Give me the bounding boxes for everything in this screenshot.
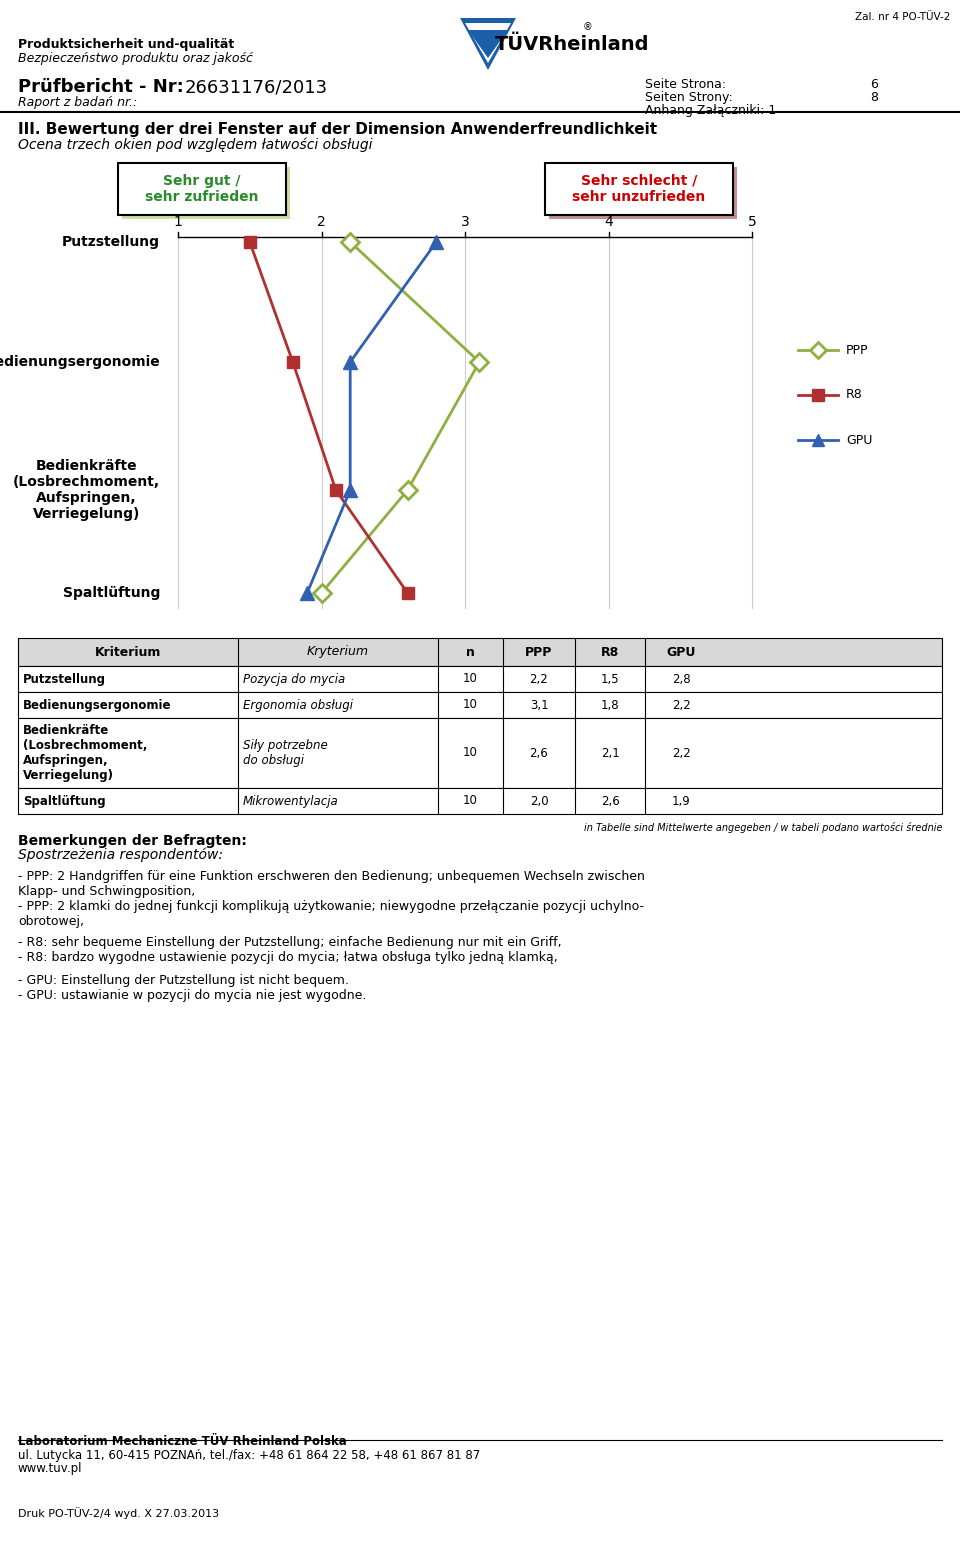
Text: Seiten Strony:: Seiten Strony:	[645, 91, 732, 104]
Text: Spaltlüftung: Spaltlüftung	[62, 586, 160, 599]
Text: 3,1: 3,1	[530, 698, 548, 712]
Text: III. Bewertung der drei Fenster auf der Dimension Anwenderfreundlichkeit: III. Bewertung der drei Fenster auf der …	[18, 122, 658, 138]
Text: TÜVRheinland: TÜVRheinland	[495, 36, 650, 54]
Text: Ergonomia obsługi: Ergonomia obsługi	[243, 698, 353, 712]
Text: 10: 10	[463, 794, 478, 808]
Text: 26631176/2013: 26631176/2013	[185, 77, 328, 96]
Text: 1: 1	[174, 215, 182, 229]
Bar	[18, 718, 942, 788]
Text: 1,9: 1,9	[672, 794, 691, 808]
Text: Kriterium: Kriterium	[95, 646, 161, 658]
Bar	[18, 692, 942, 718]
Text: Produktsicherheit und-qualität: Produktsicherheit und-qualität	[18, 39, 234, 51]
Text: 1,8: 1,8	[601, 698, 619, 712]
Text: 2,2: 2,2	[672, 746, 691, 760]
Text: Bedienkräfte
(Losbrechmoment,
Aufspringen,
Verriegelung): Bedienkräfte (Losbrechmoment, Aufspringe…	[23, 725, 148, 782]
Text: 2,1: 2,1	[601, 746, 619, 760]
Text: PPP: PPP	[846, 343, 869, 357]
Text: 1,5: 1,5	[601, 672, 619, 686]
Text: 2,6: 2,6	[601, 794, 619, 808]
Text: Seite Strona:: Seite Strona:	[645, 77, 726, 91]
Text: 5: 5	[748, 215, 756, 229]
Text: 2,2: 2,2	[672, 698, 691, 712]
Text: Bezpieczeństwo produktu oraz jakość: Bezpieczeństwo produktu oraz jakość	[18, 53, 252, 65]
Text: Zal. nr 4 PO-TÜV-2: Zal. nr 4 PO-TÜV-2	[854, 12, 950, 22]
Text: 2,2: 2,2	[530, 672, 548, 686]
Text: 2: 2	[317, 215, 325, 229]
Text: Druk PO-TÜV-2/4 wyd. X 27.03.2013: Druk PO-TÜV-2/4 wyd. X 27.03.2013	[18, 1506, 219, 1519]
Polygon shape	[468, 29, 508, 59]
Text: Bedienkräfte
(Losbrechmoment,
Aufspringen,
Verriegelung): Bedienkräfte (Losbrechmoment, Aufspringe…	[12, 459, 160, 521]
Text: Siły potrzebne
do obsługi: Siły potrzebne do obsługi	[243, 739, 327, 766]
Bar	[122, 167, 290, 219]
Text: GPU: GPU	[667, 646, 696, 658]
Text: Spostrzeżenia respondentów:: Spostrzeżenia respondentów:	[18, 848, 223, 862]
Text: - PPP: 2 Handgriffen für eine Funktion erschweren den Bedienung; unbequemen Wech: - PPP: 2 Handgriffen für eine Funktion e…	[18, 870, 645, 929]
Text: Bemerkungen der Befragten:: Bemerkungen der Befragten:	[18, 834, 247, 848]
Text: PPP: PPP	[525, 646, 553, 658]
Bar	[18, 666, 942, 692]
Text: n: n	[466, 646, 475, 658]
Text: Sehr schlecht /
sehr unzufrieden: Sehr schlecht / sehr unzufrieden	[572, 175, 706, 204]
Text: 4: 4	[604, 215, 612, 229]
Text: 2,8: 2,8	[672, 672, 691, 686]
Polygon shape	[460, 19, 516, 70]
Text: Anhang Załączniki: 1: Anhang Załączniki: 1	[645, 104, 777, 117]
Text: Laboratorium Mechaniczne TÜV Rheinland Polska: Laboratorium Mechaniczne TÜV Rheinland P…	[18, 1435, 347, 1448]
Text: Spaltlüftung: Spaltlüftung	[23, 794, 106, 808]
Text: Raport z badań nr.:: Raport z badań nr.:	[18, 96, 137, 110]
Text: ul. Lutycka 11, 60-415 POZNAń, tel./fax: +48 61 864 22 58, +48 61 867 81 87: ul. Lutycka 11, 60-415 POZNAń, tel./fax:…	[18, 1449, 480, 1462]
Text: Putzstellung: Putzstellung	[23, 672, 106, 686]
Text: www.tuv.pl: www.tuv.pl	[18, 1462, 83, 1475]
Text: 10: 10	[463, 672, 478, 686]
Text: Putzstellung: Putzstellung	[62, 235, 160, 249]
Text: 2,0: 2,0	[530, 794, 548, 808]
Polygon shape	[465, 23, 511, 63]
Text: Pozycja do mycia: Pozycja do mycia	[243, 672, 346, 686]
Bar	[549, 167, 737, 219]
Text: R8: R8	[846, 388, 863, 402]
Text: in Tabelle sind Mittelwerte angegeben / w tabeli podano wartości średnie: in Tabelle sind Mittelwerte angegeben / …	[584, 822, 942, 833]
Text: Bedienungsergonomie: Bedienungsergonomie	[23, 698, 172, 712]
Text: - R8: sehr bequeme Einstellung der Putzstellung; einfache Bedienung nur mit ein : - R8: sehr bequeme Einstellung der Putzs…	[18, 936, 562, 964]
Text: 10: 10	[463, 746, 478, 760]
Text: Sehr gut /
sehr zufrieden: Sehr gut / sehr zufrieden	[145, 175, 259, 204]
Text: Prüfbericht - Nr:: Prüfbericht - Nr:	[18, 77, 183, 96]
Text: Kryterium: Kryterium	[307, 646, 369, 658]
Text: 10: 10	[463, 698, 478, 712]
Text: - GPU: Einstellung der Putzstellung ist nicht bequem.
- GPU: ustawianie w pozycj: - GPU: Einstellung der Putzstellung ist …	[18, 973, 367, 1003]
Text: R8: R8	[601, 646, 619, 658]
Bar	[118, 164, 286, 215]
Text: GPU: GPU	[846, 434, 873, 447]
Text: Ocena trzech okien pod względem łatwości obsługi: Ocena trzech okien pod względem łatwości…	[18, 138, 372, 153]
Text: 6: 6	[870, 77, 877, 91]
Text: 3: 3	[461, 215, 469, 229]
Text: 2,6: 2,6	[530, 746, 548, 760]
Text: 8: 8	[870, 91, 878, 104]
Text: Mikrowentylacja: Mikrowentylacja	[243, 794, 339, 808]
Text: Bedienungsergonomie: Bedienungsergonomie	[0, 355, 160, 369]
Bar	[18, 788, 942, 814]
Bar	[18, 638, 942, 666]
Text: ®: ®	[583, 22, 592, 32]
Bar	[545, 164, 733, 215]
